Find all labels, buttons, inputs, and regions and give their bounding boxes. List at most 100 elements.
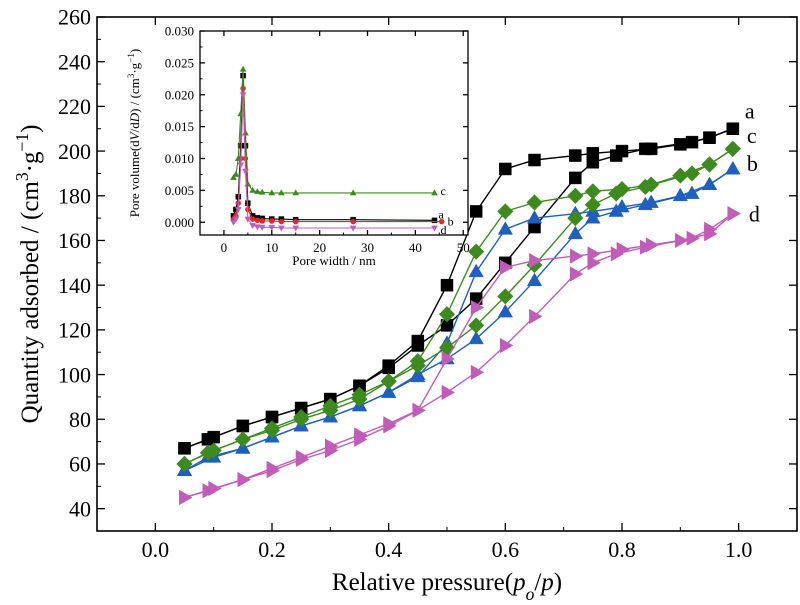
series-a-adsorption-point xyxy=(569,149,582,162)
inset-series-c-point xyxy=(258,188,266,195)
series-b-desorption-point xyxy=(381,384,397,398)
axis-title-part: Quantity adsorbed / (cm xyxy=(17,181,44,424)
x-tick-label: 0.2 xyxy=(258,537,286,562)
series-a-desorption-point xyxy=(178,442,191,455)
inset-series-d-point xyxy=(431,225,438,232)
inset-series-c-point xyxy=(254,188,261,195)
inset-tick-layer: 0 10 20 30 40 50 0.000 0.005 0.010 0.015 0.020 0.02… xyxy=(165,24,470,255)
series-c-desorption-point xyxy=(380,373,397,390)
series-c-desorption-point xyxy=(468,317,485,334)
series-d-desorption-point xyxy=(704,221,718,237)
series-c-desorption-point xyxy=(322,397,339,415)
series-d-adsorption-point xyxy=(529,252,543,269)
inset-series-c-point xyxy=(234,154,242,161)
axis-title-part: p xyxy=(511,569,526,596)
inset-series-d-point xyxy=(244,216,252,223)
y-tick-label: 40 xyxy=(69,496,91,521)
inset-series-d-point xyxy=(237,162,245,169)
series-c-desorption-point xyxy=(724,140,741,158)
inset-series-c-point xyxy=(230,174,237,180)
series-d-desorption-point xyxy=(529,308,543,325)
y-tick-label: 0.000 xyxy=(165,215,194,230)
y-tick-label: 0.030 xyxy=(165,24,194,39)
axis-title-part: ·g xyxy=(127,62,142,73)
inset-series-d-point xyxy=(234,207,242,214)
inset-series-label-c: c xyxy=(441,184,446,198)
series-c-desorption-point xyxy=(234,431,251,448)
y-axis-title: Quantity adsorbed / (cm3·g−1) xyxy=(12,125,44,424)
series-c-desorption-point xyxy=(351,386,368,403)
inset-series-d-point xyxy=(242,168,249,175)
axis-title-part: 3 xyxy=(126,73,136,78)
inset-series-c-point xyxy=(249,186,257,193)
inset-plot: 0 10 20 30 40 50 0.000 0.005 0.010 0.015 0.020 0.02… xyxy=(126,24,470,268)
series-a-desorption-point xyxy=(207,430,220,444)
series-c-adsorption-point xyxy=(497,203,514,220)
inset-series-label-layer: ab c d xyxy=(439,184,454,237)
axis-title-part: o xyxy=(526,584,535,604)
inset-series-c-point xyxy=(239,65,247,72)
inset-series-b-point xyxy=(278,218,285,225)
series-a-desorption-point xyxy=(703,131,716,144)
series-c-desorption-point xyxy=(701,156,718,173)
series-a-adsorption-point xyxy=(499,162,512,176)
series-d-desorption-point xyxy=(295,449,310,465)
x-tick-label: 30 xyxy=(361,240,374,255)
series-b-desorption-point xyxy=(608,203,624,217)
series-d-desorption-point xyxy=(179,489,193,506)
series-a-desorption-point xyxy=(639,142,652,156)
axis-title-part: 3 xyxy=(12,172,32,181)
series-d-desorption-point xyxy=(610,246,625,262)
inset-series-d-point xyxy=(258,224,266,231)
axis-title-part: V xyxy=(127,130,142,140)
inset-series-c-point xyxy=(232,170,240,177)
series-label-c: c xyxy=(747,123,757,148)
series-c-desorption-point xyxy=(637,178,654,195)
series-c-adsorption-point xyxy=(526,194,543,211)
inset-series-label-a: a xyxy=(439,207,445,221)
inset-series-d-point xyxy=(230,219,237,226)
inset-series-d-point xyxy=(292,225,300,232)
series-c-desorption-point xyxy=(683,165,701,182)
series-d-desorption-point xyxy=(266,460,281,477)
y-tick-label: 180 xyxy=(58,183,91,208)
inset-series-c-point xyxy=(431,189,438,196)
axis-title-part: ) xyxy=(17,125,44,133)
x-tick-label: 20 xyxy=(313,240,326,255)
series-b-adsorption-point xyxy=(468,263,484,278)
series-c-desorption-point xyxy=(497,288,514,305)
y-tick-label: 0.015 xyxy=(165,119,194,134)
inset-series-c-point xyxy=(277,189,285,196)
series-a-desorption-point xyxy=(586,156,600,169)
series-b-desorption-point xyxy=(637,196,653,211)
series-b-desorption-point xyxy=(725,160,741,175)
axis-title-part: −1 xyxy=(126,53,136,63)
axis-title-part: ) xyxy=(127,49,142,53)
x-tick-label: 0.4 xyxy=(375,537,403,562)
inset-series-b-point xyxy=(292,218,299,225)
series-d-desorption-point xyxy=(686,230,701,246)
series-a-desorption-point xyxy=(685,135,699,149)
inset-series-d-point xyxy=(268,224,276,231)
inset-series-label-b: b xyxy=(448,215,454,229)
y-tick-label: 160 xyxy=(58,228,91,253)
inset-series-d-point xyxy=(254,224,261,231)
series-a-desorption-point xyxy=(236,419,250,433)
series-b-adsorption-point xyxy=(526,210,543,224)
series-d-adsorption-point xyxy=(569,248,584,264)
series-c-desorption-point xyxy=(176,455,193,473)
x-tick-label: 0.6 xyxy=(492,537,520,562)
series-d-desorption-point xyxy=(354,427,368,443)
y-tick-label: 0.020 xyxy=(165,87,194,102)
series-d-adsorption-point xyxy=(441,351,456,367)
axis-title-part: / xyxy=(534,569,541,596)
series-b-desorption-point xyxy=(497,303,513,318)
main-series-label-layer: a bc d xyxy=(745,99,760,227)
inset-series-layer xyxy=(230,65,445,232)
series-b-adsorption-point xyxy=(672,187,688,202)
inset-series-c-point xyxy=(292,189,300,196)
series-b-desorption-point xyxy=(701,176,718,190)
x-tick-label: 10 xyxy=(265,240,278,255)
inset-series-b-point xyxy=(259,218,265,224)
inset-series-b-point xyxy=(350,218,356,225)
